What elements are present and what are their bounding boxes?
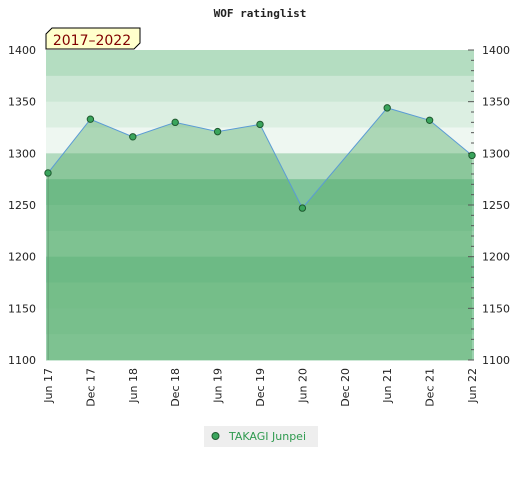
y-tick-label-right: 1250: [482, 199, 510, 212]
background-band: [46, 153, 474, 180]
data-point: [129, 133, 137, 141]
legend-series-name: TAKAGI Junpei: [228, 430, 306, 443]
y-tick-label-left: 1300: [8, 147, 36, 160]
y-tick-label-right: 1100: [482, 354, 510, 367]
y-tick-label-right: 1350: [482, 96, 510, 109]
background-band: [46, 75, 474, 103]
y-tick-label-right: 1150: [482, 302, 510, 315]
legend-marker: [211, 432, 220, 440]
background-bands: [46, 50, 474, 361]
y-tick-label-left: 1100: [8, 354, 36, 367]
x-tick-label: Jun 17: [42, 368, 55, 404]
y-tick-label-left: 1250: [8, 199, 36, 212]
data-point: [425, 116, 434, 124]
data-point: [256, 120, 264, 129]
points-layer: [44, 104, 476, 212]
data-point: [171, 118, 179, 127]
background-band: [46, 179, 474, 206]
x-tick-label: Dec 17: [84, 368, 97, 407]
background-band: [46, 205, 474, 232]
background-band: [46, 308, 474, 335]
y-tick-label-left: 1350: [8, 96, 36, 109]
series-line: [47, 107, 473, 209]
y-tick-label-right: 1400: [482, 44, 510, 57]
x-tick-label: Jun 21: [381, 368, 394, 404]
x-tick-label: Jun 18: [127, 368, 140, 404]
legend: TAKAGI Junpei: [204, 426, 318, 447]
background-band: [46, 282, 474, 309]
x-tick-label: Dec 20: [339, 368, 352, 407]
data-point: [298, 204, 307, 212]
x-tick-label: Jun 20: [296, 368, 309, 404]
series-area: [48, 107, 472, 360]
chart-title: WOF ratinglist: [214, 7, 307, 20]
data-point: [213, 127, 222, 136]
x-tick-label: Dec 19: [254, 368, 267, 407]
background-band: [46, 230, 474, 258]
background-band: [46, 50, 474, 77]
background-band: [46, 256, 474, 283]
y-tick-label-left: 1200: [8, 251, 36, 264]
y-tick-label-right: 1200: [482, 251, 510, 264]
area-layer: [47, 107, 473, 360]
y-axis-right: 1100 1150 1200 1250 1300 1350 1400: [468, 44, 510, 367]
x-axis: Jun 17 Dec 17 Jun 18 Dec 18 Jun 19 Dec 19 Jun …: [42, 368, 479, 407]
x-tick-label: Dec 18: [169, 368, 182, 407]
period-badge-label: 2017–2022: [53, 33, 131, 49]
data-point: [44, 169, 52, 177]
y-tick-label-right: 1300: [482, 147, 510, 160]
data-point: [383, 104, 391, 112]
y-axis-left: 1100 1150 1200 1250 1300 1350 1400: [8, 44, 36, 367]
y-tick-label-left: 1150: [8, 302, 36, 315]
background-band: [46, 334, 474, 361]
period-badge: 2017–2022: [45, 27, 141, 50]
legend-box: [204, 426, 318, 447]
background-band: [46, 127, 474, 154]
x-tick-label: Dec 21: [424, 368, 437, 407]
data-point: [468, 151, 476, 160]
x-tick-label: Jun 22: [466, 368, 479, 404]
y-tick-label-left: 1400: [8, 44, 36, 57]
data-point: [86, 115, 95, 123]
period-badge-box: [45, 27, 141, 50]
x-tick-label: Jun 19: [212, 368, 225, 404]
